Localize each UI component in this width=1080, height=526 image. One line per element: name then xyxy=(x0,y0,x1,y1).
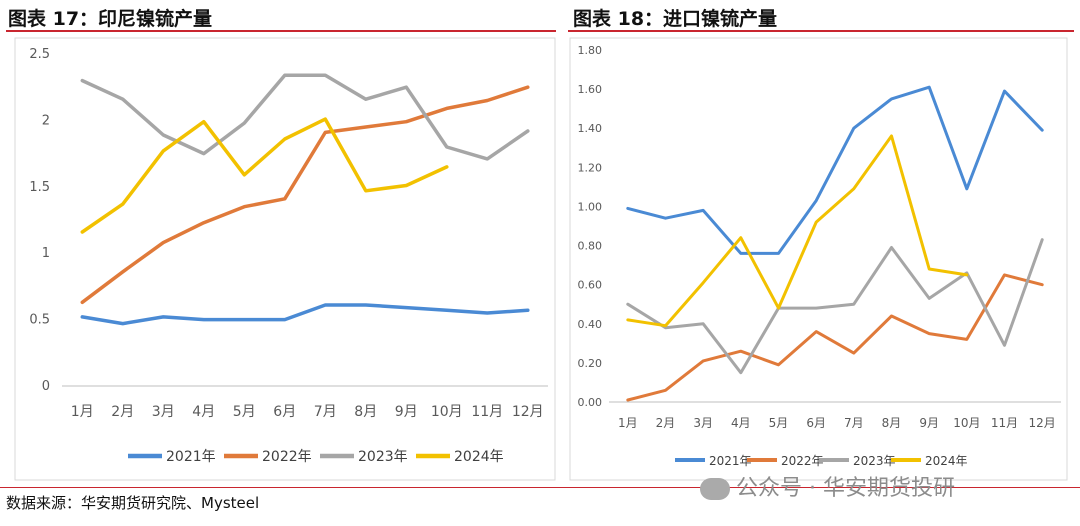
y-tick-label: 1.60 xyxy=(578,83,603,96)
right-chart: 0.00 0.20 0.40 0.60 0.80 1.00 1.20 1.40 1.60 1.80… xyxy=(569,37,1068,481)
y-tick-label: 1.20 xyxy=(578,161,603,174)
y-tick-label: 1.00 xyxy=(578,200,603,213)
left-chart: 0 0.5 1 1.5 2 2.5 1月 2月 3月 4月 5月 6月 7月 8月 9月 10月 11月 12月 2… xyxy=(14,37,556,481)
left-chart-title: 图表 17：印尼镍锍产量 xyxy=(8,8,213,30)
x-tick-label: 8月 xyxy=(354,404,377,420)
x-tick-label: 2月 xyxy=(656,416,676,430)
x-tick-label: 4月 xyxy=(192,404,215,420)
y-tick-label: 2.5 xyxy=(29,47,50,62)
y-tick-label: 1.40 xyxy=(578,122,603,135)
y-tick-label: 0 xyxy=(42,379,50,394)
series-line xyxy=(80,117,449,234)
x-tick-label: 5月 xyxy=(769,416,789,430)
legend-label: 2023年 xyxy=(358,449,408,465)
x-tick-label: 10月 xyxy=(953,416,980,430)
series-line xyxy=(626,273,1044,402)
y-tick-label: 1 xyxy=(42,246,50,261)
legend-label: 2022年 xyxy=(781,454,824,468)
x-tick-label: 8月 xyxy=(882,416,902,430)
legend-label: 2021年 xyxy=(166,449,216,465)
series-line xyxy=(626,134,969,328)
x-tick-label: 4月 xyxy=(731,416,751,430)
y-tick-label: 0.40 xyxy=(578,318,603,331)
x-tick-label: 6月 xyxy=(806,416,826,430)
legend-label: 2021年 xyxy=(709,454,752,468)
x-tick-label: 12月 xyxy=(512,404,544,420)
y-tick-label: 2 xyxy=(42,113,50,128)
watermark-text: 公众号 · 华安期货投研 xyxy=(736,476,955,501)
x-tick-label: 1月 xyxy=(618,416,638,430)
series-line xyxy=(626,85,1044,255)
x-tick-label: 6月 xyxy=(273,404,296,420)
x-tick-label: 11月 xyxy=(991,416,1018,430)
source-note: 数据来源：华安期货研究院、Mysteel xyxy=(6,494,260,512)
bottom-rule xyxy=(0,487,1080,488)
x-tick-label: 1月 xyxy=(71,404,94,420)
chart-frame xyxy=(14,37,556,481)
legend-label: 2024年 xyxy=(925,454,968,468)
legend-label: 2022年 xyxy=(262,449,312,465)
y-tick-label: 1.80 xyxy=(578,44,603,57)
x-tick-label: 3月 xyxy=(152,404,175,420)
series-line xyxy=(80,73,530,161)
right-title-rule xyxy=(568,30,1074,32)
watermark: 公众号 · 华安期货投研 xyxy=(700,470,955,502)
y-tick-label: 0.60 xyxy=(578,279,603,292)
left-title-rule xyxy=(6,30,556,32)
y-tick-label: 0.5 xyxy=(29,313,50,328)
y-tick-label: 0.00 xyxy=(578,396,603,409)
x-tick-label: 12月 xyxy=(1029,416,1056,430)
x-tick-label: 7月 xyxy=(844,416,864,430)
right-chart-title: 图表 18：进口镍锍产量 xyxy=(573,8,778,30)
wechat-icon xyxy=(700,478,730,500)
series-line xyxy=(80,303,530,326)
legend-label: 2024年 xyxy=(454,449,504,465)
series-line xyxy=(80,85,530,305)
y-tick-label: 1.5 xyxy=(29,180,50,195)
y-tick-label: 0.80 xyxy=(578,240,603,253)
y-tick-label: 0.20 xyxy=(578,357,603,370)
x-tick-label: 9月 xyxy=(919,416,939,430)
x-tick-label: 5月 xyxy=(233,404,256,420)
x-tick-label: 2月 xyxy=(111,404,134,420)
x-tick-label: 11月 xyxy=(471,404,503,420)
x-tick-label: 3月 xyxy=(693,416,713,430)
x-tick-label: 7月 xyxy=(314,404,337,420)
series-line xyxy=(626,238,1044,375)
chart-frame xyxy=(569,37,1068,481)
x-tick-label: 10月 xyxy=(431,404,463,420)
legend-label: 2023年 xyxy=(853,454,896,468)
x-tick-label: 9月 xyxy=(395,404,418,420)
